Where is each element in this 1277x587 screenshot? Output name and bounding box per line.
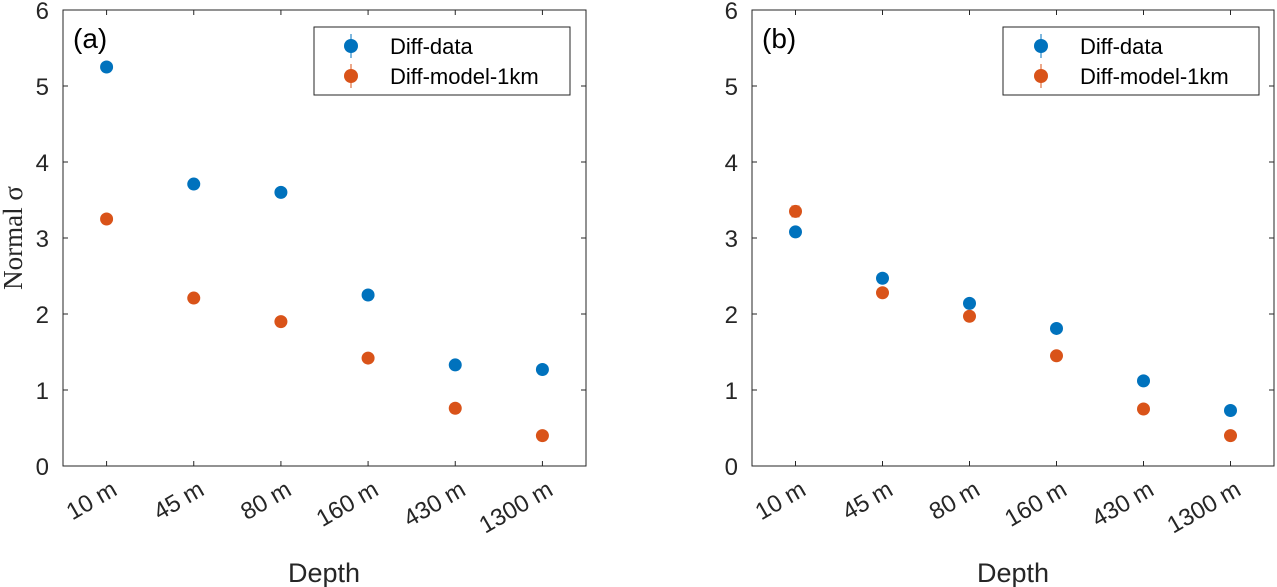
legend-box bbox=[1002, 26, 1260, 96]
data-point-diff-data bbox=[1137, 374, 1150, 388]
x-tick-label: 10 m bbox=[751, 476, 811, 526]
data-point-diff-model-1km bbox=[1137, 402, 1150, 416]
x-tick-label: 430 m bbox=[399, 476, 470, 533]
x-tick-label: 45 m bbox=[149, 476, 209, 526]
data-point-diff-model-1km bbox=[963, 309, 976, 323]
y-tick-label: 0 bbox=[36, 454, 49, 481]
legend-label-diff-data: Diff-data bbox=[390, 34, 474, 59]
legend-label-diff-data: Diff-data bbox=[1080, 34, 1164, 59]
series-diff-model-1km bbox=[100, 212, 549, 443]
chart-panel-b: (b) Depth Diff-data Diff-model-1km 0 1 2 3 4… bbox=[725, 0, 1275, 587]
panel-label: (a) bbox=[73, 23, 107, 54]
y-tick-label: 3 bbox=[725, 226, 738, 253]
legend-label-diff-model-1km: Diff-model-1km bbox=[390, 64, 539, 89]
data-point-diff-data bbox=[448, 358, 462, 372]
legend-entry-diff-data: Diff-data bbox=[1034, 34, 1164, 59]
data-point-diff-data bbox=[876, 271, 889, 285]
data-point-diff-data bbox=[274, 185, 288, 199]
y-tick-label: 6 bbox=[36, 0, 49, 25]
data-point-diff-data bbox=[789, 225, 802, 239]
data-point-diff-model-1km bbox=[789, 204, 802, 218]
x-tick-label: 160 m bbox=[312, 476, 383, 533]
series-diff-model-1km bbox=[789, 204, 1237, 443]
data-point-diff-model-1km bbox=[448, 401, 462, 415]
y-tick-label: 4 bbox=[725, 150, 738, 177]
legend-box bbox=[313, 26, 571, 96]
legend-marker bbox=[1034, 39, 1048, 53]
x-axis-title: Depth bbox=[288, 558, 360, 587]
legend-label-diff-model-1km: Diff-model-1km bbox=[1080, 64, 1229, 89]
x-axis-title: Depth bbox=[977, 558, 1049, 587]
x-tick-label: 80 m bbox=[236, 476, 296, 526]
data-point-diff-model-1km bbox=[187, 291, 201, 305]
x-tick-label: 1300 m bbox=[1163, 476, 1246, 539]
data-point-diff-data bbox=[1224, 404, 1237, 418]
y-tick-label: 1 bbox=[725, 378, 738, 405]
data-point-diff-model-1km bbox=[876, 286, 889, 300]
y-axis-title: Normal σ bbox=[0, 186, 28, 290]
y-tick-label: 5 bbox=[725, 74, 738, 101]
data-point-diff-model-1km bbox=[1224, 429, 1237, 443]
data-point-diff-data bbox=[187, 177, 201, 191]
series-diff-data bbox=[100, 60, 549, 376]
y-tick-label: 3 bbox=[36, 226, 49, 253]
y-tick-label: 4 bbox=[36, 150, 49, 177]
chart-panel-a: (a) Normal σ Depth Diff-data Diff-model-… bbox=[0, 0, 587, 587]
legend: Diff-data Diff-model-1km bbox=[1002, 26, 1260, 96]
x-tick-label: 10 m bbox=[62, 476, 122, 526]
data-point-diff-model-1km bbox=[100, 212, 114, 226]
x-tick-label: 160 m bbox=[1000, 476, 1071, 533]
series-diff-data bbox=[789, 225, 1237, 418]
data-point-diff-model-1km bbox=[1050, 349, 1063, 363]
y-tick-label: 2 bbox=[725, 302, 738, 329]
x-tick-label: 45 m bbox=[838, 476, 898, 526]
data-point-diff-data bbox=[1050, 321, 1063, 335]
y-tick-label: 0 bbox=[725, 454, 738, 481]
data-point-diff-data bbox=[535, 362, 549, 376]
x-tick-label: 430 m bbox=[1087, 476, 1158, 533]
data-point-diff-data bbox=[963, 296, 976, 310]
legend-entry-diff-model-1km: Diff-model-1km bbox=[344, 64, 539, 89]
legend-marker bbox=[344, 69, 358, 83]
y-tick-label: 1 bbox=[36, 378, 49, 405]
data-point-diff-data bbox=[361, 288, 375, 302]
panel-label: (b) bbox=[762, 23, 796, 54]
legend-marker bbox=[344, 39, 358, 53]
y-tick-label: 2 bbox=[36, 302, 49, 329]
legend-marker bbox=[1034, 69, 1048, 83]
x-tick-label: 80 m bbox=[925, 476, 985, 526]
legend-entry-diff-model-1km: Diff-model-1km bbox=[1034, 64, 1229, 89]
data-point-diff-model-1km bbox=[274, 315, 288, 329]
legend-entry-diff-data: Diff-data bbox=[344, 34, 474, 59]
x-tick-label: 1300 m bbox=[475, 476, 558, 539]
data-point-diff-model-1km bbox=[361, 351, 375, 365]
y-tick-label: 5 bbox=[36, 74, 49, 101]
data-point-diff-model-1km bbox=[535, 429, 549, 443]
legend: Diff-data Diff-model-1km bbox=[313, 26, 571, 96]
y-tick-label: 6 bbox=[725, 0, 738, 25]
data-point-diff-data bbox=[100, 60, 114, 74]
